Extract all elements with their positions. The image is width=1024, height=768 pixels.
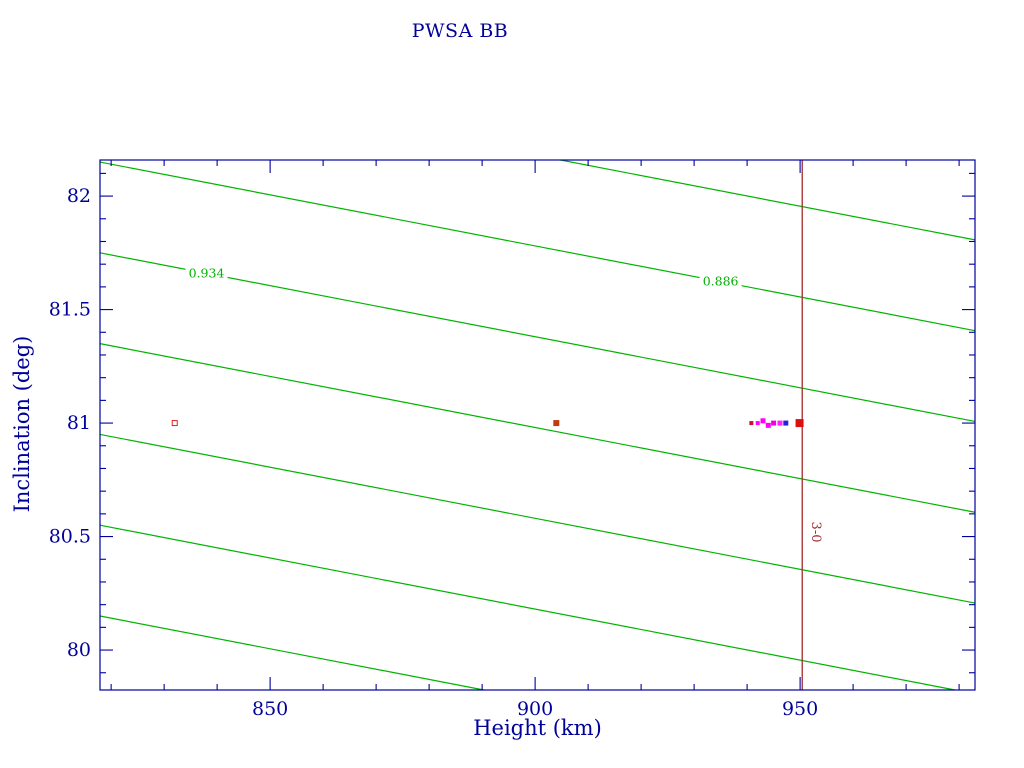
contour-label-mask (185, 266, 228, 281)
contour-label: 0.886 (703, 274, 739, 289)
data-point (795, 419, 804, 428)
y-tick-label: 82 (67, 185, 91, 207)
y-tick-label: 80 (67, 639, 91, 661)
data-point (755, 421, 760, 426)
contour-line (99, 343, 976, 513)
data-point (783, 420, 789, 426)
y-tick-label: 80.5 (49, 526, 91, 548)
data-point (760, 418, 766, 424)
contour-label-mask (699, 274, 742, 289)
x-axis-label: Height (km) (473, 716, 602, 740)
contour-line (99, 252, 976, 423)
vertical-marker-label: 3-0 (808, 522, 823, 543)
contour-line (99, 433, 976, 604)
data-point (171, 420, 178, 427)
contour-line (560, 159, 976, 241)
data-point (765, 422, 771, 428)
x-tick-label: 900 (517, 698, 553, 720)
y-tick-label: 81.5 (49, 299, 91, 321)
data-point (553, 420, 560, 427)
data-point (777, 420, 783, 426)
contour-line (99, 161, 976, 332)
plot-border (99, 159, 976, 691)
x-tick-label: 850 (252, 698, 288, 720)
y-tick-label: 81 (67, 412, 91, 434)
contour-line (99, 524, 956, 691)
x-tick-label: 950 (782, 698, 818, 720)
contour-label: 0.934 (189, 265, 225, 280)
contour-line (99, 615, 485, 691)
data-point (771, 420, 777, 426)
chart-title: PWSA BB (411, 20, 509, 42)
data-point (749, 421, 754, 426)
